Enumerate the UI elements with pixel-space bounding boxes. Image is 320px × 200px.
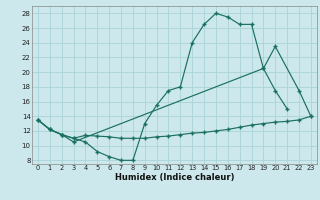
X-axis label: Humidex (Indice chaleur): Humidex (Indice chaleur) [115, 173, 234, 182]
